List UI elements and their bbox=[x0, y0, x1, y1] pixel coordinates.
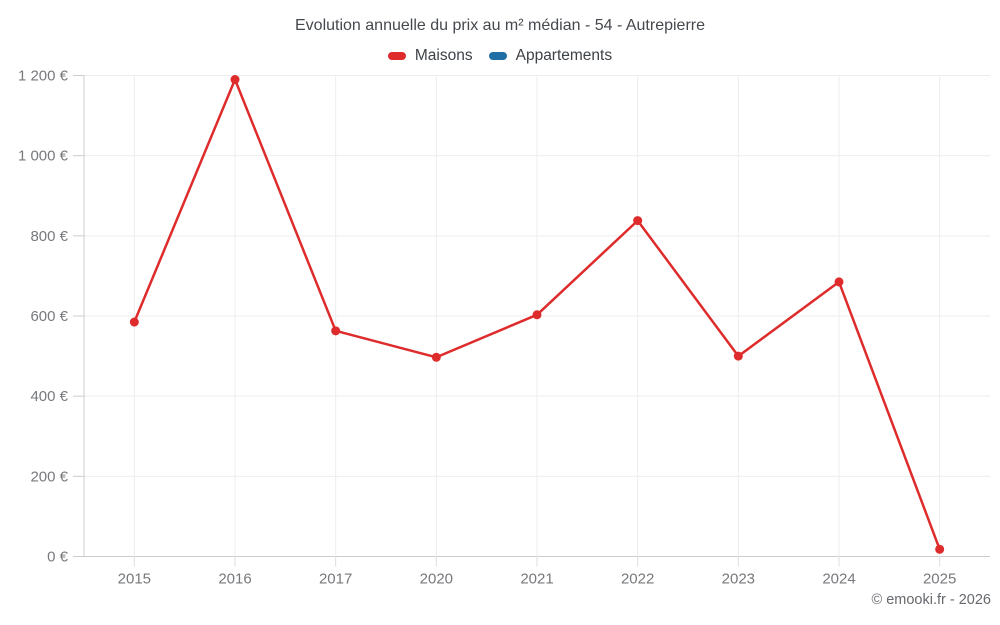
maisons-data-point[interactable] bbox=[129, 317, 139, 327]
legend-item-maisons[interactable]: Maisons bbox=[387, 47, 473, 65]
y-tick-label: 600 € bbox=[30, 308, 68, 325]
x-tick-label: 2020 bbox=[420, 571, 453, 588]
maisons-data-point[interactable] bbox=[331, 326, 341, 336]
x-tick-label: 2022 bbox=[621, 571, 654, 588]
chart-title: Evolution annuelle du prix au m² médian … bbox=[295, 17, 705, 34]
y-tick-label: 200 € bbox=[30, 468, 68, 485]
maisons-data-point[interactable] bbox=[733, 351, 743, 361]
x-tick-label: 2021 bbox=[520, 571, 553, 588]
x-tick-label: 2016 bbox=[218, 571, 251, 588]
maisons-data-point[interactable] bbox=[935, 544, 945, 554]
legend-item-appartements[interactable]: Appartements bbox=[488, 47, 613, 65]
maisons-data-point[interactable] bbox=[431, 352, 441, 362]
chart-attribution: © emooki.fr - 2026 bbox=[871, 592, 991, 608]
maisons-data-point[interactable] bbox=[633, 216, 643, 226]
appartements-series-swatch bbox=[488, 52, 507, 60]
chart-legend: Maisons Appartements bbox=[0, 45, 1000, 67]
maisons-legend-label: Maisons bbox=[414, 47, 473, 64]
y-tick-label: 800 € bbox=[30, 228, 68, 245]
x-tick-label: 2024 bbox=[822, 571, 855, 588]
y-tick-label: 400 € bbox=[30, 388, 68, 405]
y-tick-label: 1 200 € bbox=[18, 68, 69, 85]
maisons-series-swatch bbox=[387, 52, 406, 60]
maisons-data-point[interactable] bbox=[532, 310, 542, 320]
y-tick-label: 0 € bbox=[47, 549, 69, 566]
x-tick-label: 2015 bbox=[118, 571, 151, 588]
appartements-legend-label: Appartements bbox=[515, 47, 613, 64]
maisons-data-point[interactable] bbox=[230, 75, 240, 85]
x-tick-label: 2023 bbox=[722, 571, 755, 588]
x-tick-label: 2017 bbox=[319, 571, 352, 588]
x-tick-label: 2025 bbox=[923, 571, 956, 588]
maisons-data-point[interactable] bbox=[834, 277, 844, 287]
y-tick-label: 1 000 € bbox=[18, 148, 69, 165]
